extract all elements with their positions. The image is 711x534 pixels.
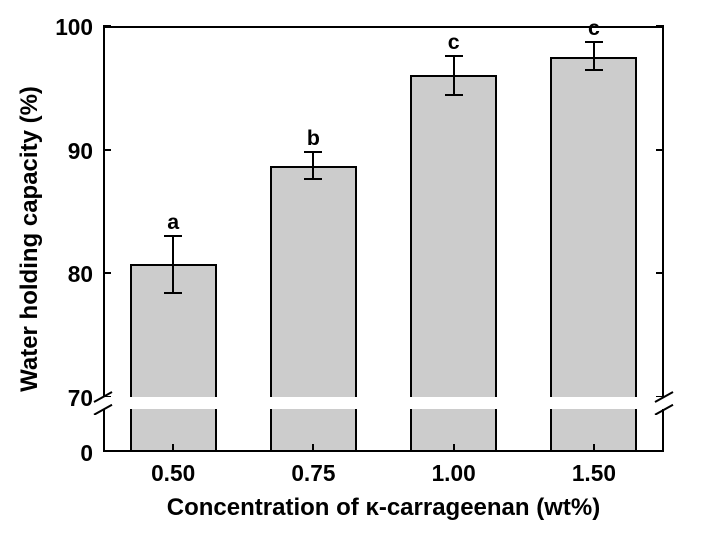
axis-break-band [93,397,674,410]
sig-label-1.50: c [588,16,600,41]
y-tick-label-90: 90 [68,138,93,165]
y-tick-right-100 [656,25,664,27]
x-tick-label-1.00: 1.00 [432,460,476,487]
errorbar-0.50 [172,236,174,293]
bar-upper-1.00 [410,75,497,396]
sig-label-0.75: b [307,126,320,151]
x-tick-label-0.75: 0.75 [291,460,335,487]
errorcap-bot-0.50 [164,292,182,294]
y-tick-label-100: 100 [55,14,93,41]
y-tick-label-80: 80 [68,261,93,288]
y-tick-left-0 [103,450,111,452]
y-tick-left-80 [103,272,111,274]
x-tick-1.50 [593,444,595,452]
x-tick-0.75 [312,444,314,452]
y-tick-right-80 [656,272,664,274]
errorcap-bot-1.50 [585,69,603,71]
errorbar-0.75 [312,152,314,179]
errorcap-top-0.50 [164,235,182,237]
bar-upper-0.75 [270,166,357,397]
y-tick-left-90 [103,149,111,151]
bar-upper-1.50 [550,57,637,397]
errorcap-bot-1.00 [445,94,463,96]
x-tick-label-1.50: 1.50 [572,460,616,487]
errorbar-1.00 [453,56,455,96]
errorcap-top-1.00 [445,55,463,57]
sig-label-1.00: c [448,30,460,55]
x-tick-0.50 [172,444,174,452]
errorcap-top-1.50 [585,41,603,43]
x-axis-title: Concentration of κ-carrageenan (wt%) [167,494,600,522]
y-tick-left-100 [103,25,111,27]
y-axis-title: Water holding capacity (%) [16,86,44,392]
y-tick-label-0: 0 [80,440,93,467]
errorcap-top-0.75 [304,151,322,153]
y-tick-right-90 [656,149,664,151]
y-tick-right-0 [656,450,664,452]
x-tick-label-0.50: 0.50 [151,460,195,487]
x-tick-1.00 [453,444,455,452]
errorbar-1.50 [593,42,595,70]
bar-chart: a b c c 0.50 0.75 1.00 1.50 70 80 90 100 0 Concentrat… [0,0,711,534]
y-tick-label-70: 70 [68,385,93,412]
errorcap-bot-0.75 [304,178,322,180]
sig-label-0.50: a [167,210,179,235]
